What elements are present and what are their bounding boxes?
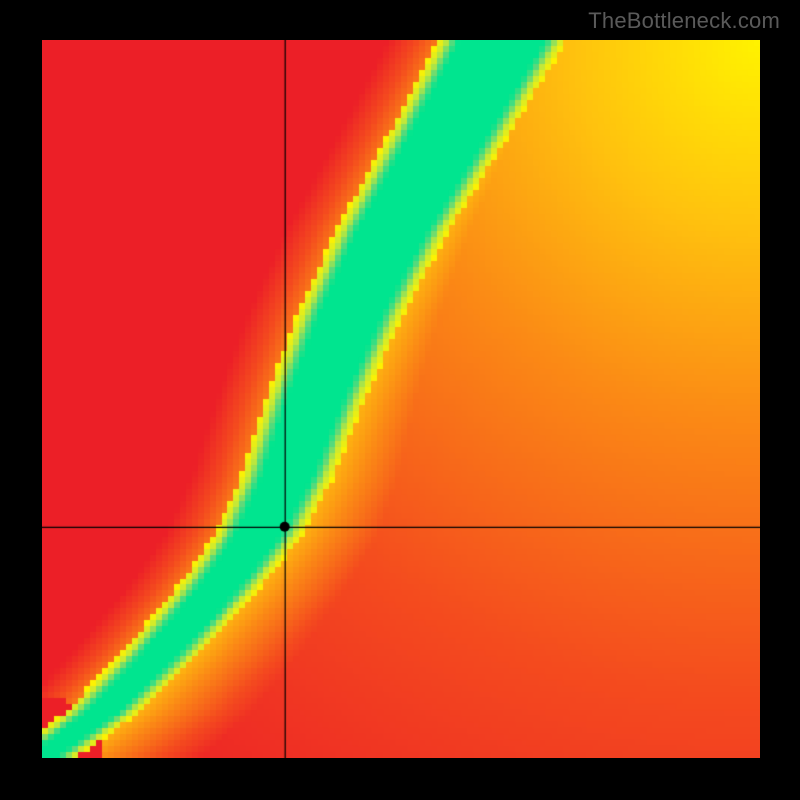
chart-stage: TheBottleneck.com xyxy=(0,0,800,800)
crosshair-overlay xyxy=(42,40,760,758)
watermark-label: TheBottleneck.com xyxy=(588,8,780,34)
